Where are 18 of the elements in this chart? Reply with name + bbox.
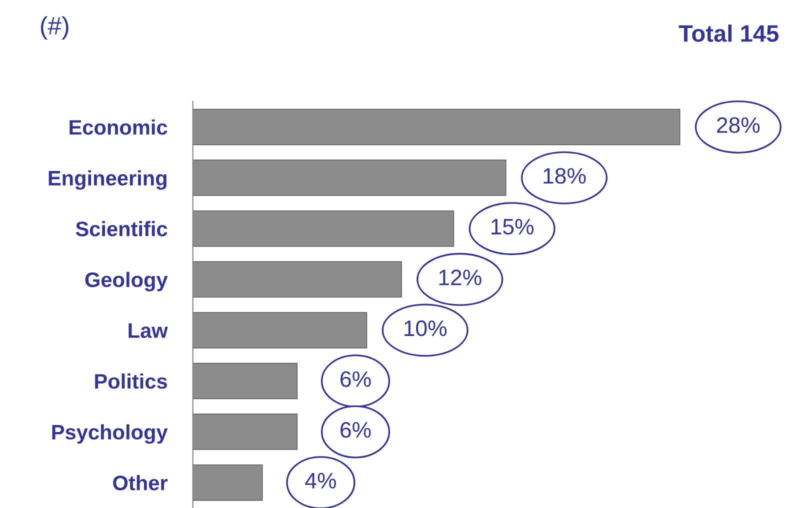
y-tick-label: Geology xyxy=(85,272,168,292)
y-tick-label: Politics xyxy=(95,373,167,389)
y-tick-label: Economic xyxy=(70,119,168,135)
text: Total 145 xyxy=(678,24,778,42)
chart-title: (#) xyxy=(40,16,68,40)
data-label: 4% xyxy=(305,472,336,488)
y-tick-label: Engineering xyxy=(48,170,166,190)
y-tick-label: Other xyxy=(113,475,168,490)
y-tick-label: Law xyxy=(128,323,168,338)
data-label: 6% xyxy=(340,371,371,387)
data-label: 15% xyxy=(492,218,534,235)
y-tick-label: Scientific xyxy=(76,221,168,236)
data-label: 6% xyxy=(340,422,371,438)
data-label: 18% xyxy=(544,168,586,184)
y-tick-label: Psychology xyxy=(52,424,168,444)
data-label: 12% xyxy=(439,270,482,286)
data-label: 28% xyxy=(717,117,760,133)
data-label: 10% xyxy=(404,320,447,336)
